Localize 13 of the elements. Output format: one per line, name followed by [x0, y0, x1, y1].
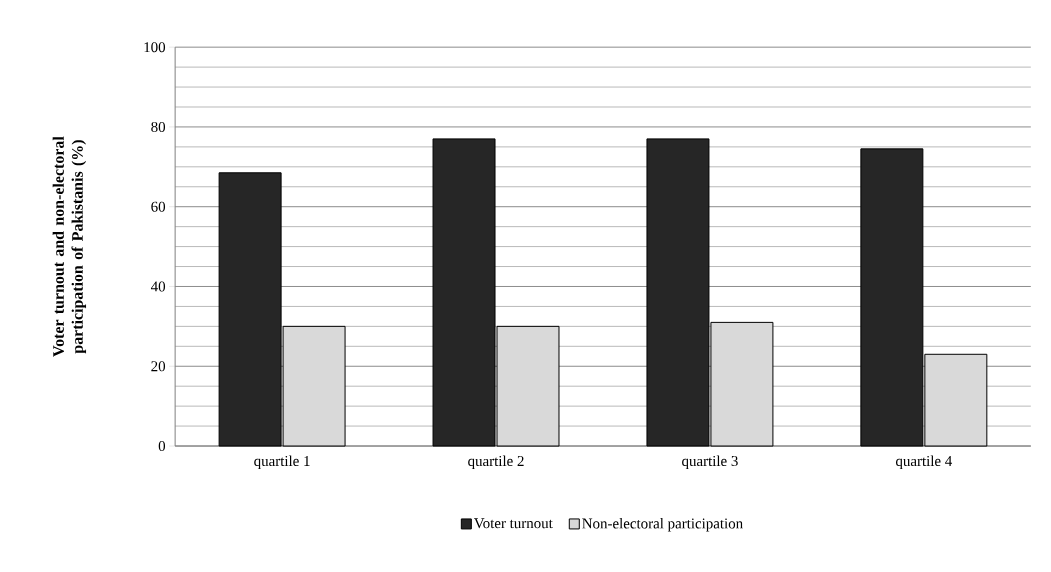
x-tick-label: quartile 2	[468, 455, 524, 470]
y-tick-label: 60	[151, 201, 166, 212]
x-tick-label: quartile 1	[254, 455, 310, 470]
y-tick-label: 0	[158, 440, 166, 451]
y-tick-label: 80	[151, 121, 166, 132]
y-tick-label: 40	[150, 281, 166, 292]
y-tick-label: 100	[144, 42, 166, 53]
legend-label: Non-electoral participation	[582, 517, 743, 532]
legend-label: Voter turnout	[474, 518, 553, 529]
y-tick-label: 20	[151, 361, 166, 372]
x-tick-label: quartile 4	[895, 455, 953, 470]
y-axis-title: Voter turnout and non-electoral participation of Pakistanis (%)	[52, 136, 87, 357]
x-tick-label: quartile 3	[682, 455, 738, 470]
